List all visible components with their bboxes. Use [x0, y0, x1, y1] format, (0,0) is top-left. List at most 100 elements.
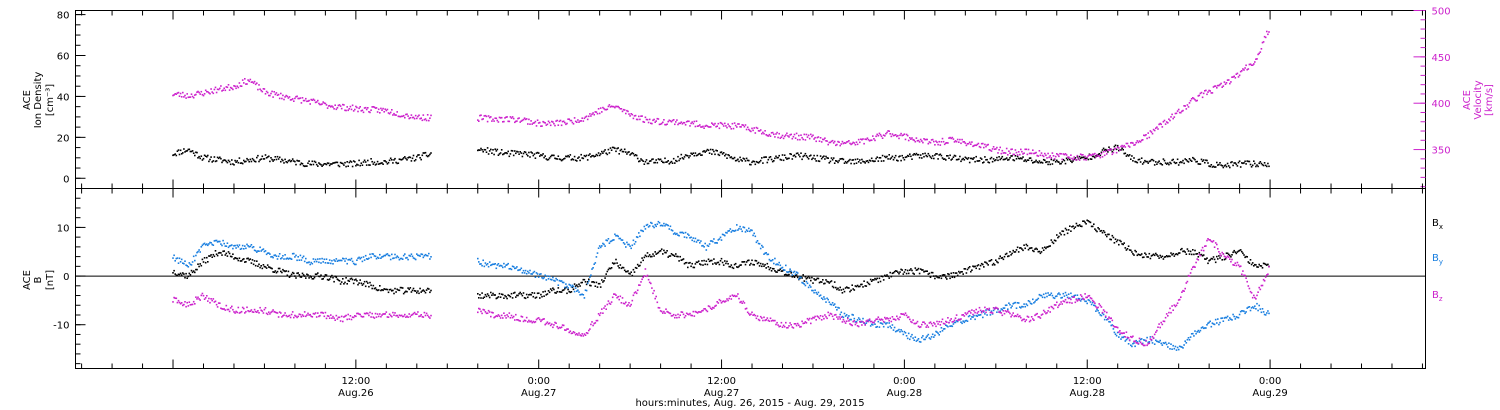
bz-point — [388, 313, 391, 315]
velocity-point — [204, 89, 207, 92]
velocity-point — [338, 104, 341, 106]
density-point — [1085, 157, 1087, 159]
velocity-point — [1209, 90, 1211, 92]
bx-point — [408, 288, 410, 291]
density-point — [937, 158, 939, 160]
bx-point — [176, 274, 179, 277]
bx-point — [349, 278, 352, 280]
bz-point — [632, 294, 635, 297]
bx-point — [551, 289, 553, 292]
by-point — [1261, 308, 1264, 310]
bz-point — [336, 318, 339, 320]
velocity-point — [683, 122, 686, 124]
by-point — [217, 240, 220, 243]
velocity-point — [410, 114, 413, 116]
density-point — [1190, 160, 1193, 162]
bz-point — [195, 296, 197, 298]
bz-point — [992, 307, 995, 309]
by-point — [1000, 308, 1003, 310]
velocity-point — [1040, 152, 1043, 154]
density-point — [1033, 161, 1035, 164]
density-point — [924, 152, 926, 155]
velocity-point — [547, 120, 550, 123]
velocity-point — [1171, 113, 1173, 116]
bz-point — [298, 313, 301, 315]
by-point — [546, 275, 549, 277]
by-point — [963, 321, 966, 324]
density-point — [1107, 151, 1109, 153]
bx-point — [919, 268, 922, 270]
velocity-point — [261, 90, 264, 93]
bz-point — [939, 324, 942, 326]
density-point — [826, 157, 828, 159]
bx-point — [982, 263, 984, 266]
bx-point — [1160, 256, 1162, 259]
by-point — [717, 239, 720, 241]
velocity-point — [739, 126, 741, 128]
by-point — [930, 336, 933, 338]
bx-point — [729, 266, 732, 268]
velocity-point — [208, 92, 210, 94]
density-point — [1026, 159, 1029, 161]
density-point — [352, 160, 355, 162]
density-point — [207, 154, 209, 157]
velocity-point — [1026, 153, 1029, 156]
bx-point — [808, 277, 811, 279]
by-point — [1041, 296, 1044, 299]
density-point — [1183, 162, 1185, 165]
bz-point — [927, 326, 930, 328]
density-point — [305, 165, 307, 167]
bz-point — [654, 297, 656, 300]
velocity-point — [546, 123, 549, 126]
by-point — [641, 229, 643, 232]
bz-point — [214, 300, 217, 303]
by-point — [605, 239, 607, 241]
bz-point — [651, 287, 653, 289]
bx-point — [1097, 227, 1099, 229]
bz-point — [719, 299, 722, 302]
velocity-point — [345, 109, 347, 112]
by-point — [1170, 343, 1172, 345]
bx-point — [524, 297, 527, 300]
velocity-point — [356, 106, 358, 109]
velocity-point — [810, 133, 812, 136]
bx-point — [734, 262, 737, 265]
velocity-point — [565, 123, 567, 126]
by-point — [912, 337, 914, 339]
bz-point — [345, 314, 347, 317]
bz-point — [940, 321, 943, 323]
bx-point — [423, 290, 426, 292]
density-point — [1206, 159, 1208, 162]
bx-point — [1242, 252, 1244, 255]
by-point — [757, 242, 760, 245]
by-point — [596, 252, 599, 254]
bx-point — [635, 267, 638, 269]
velocity-point — [750, 130, 752, 133]
density-point — [252, 159, 255, 161]
velocity-point — [665, 124, 667, 126]
bx-point — [979, 264, 982, 267]
velocity-point — [515, 120, 517, 123]
bz-point — [879, 319, 882, 321]
velocity-point — [852, 141, 854, 144]
bx-point — [791, 276, 794, 278]
by-point — [1184, 340, 1186, 342]
velocity-point — [965, 144, 968, 147]
density-point — [361, 164, 364, 166]
by-point — [343, 258, 345, 260]
density-point — [1217, 164, 1219, 166]
velocity-point — [1268, 31, 1270, 33]
bz-point — [365, 312, 368, 314]
by-point — [224, 245, 227, 247]
by-point — [909, 338, 911, 341]
bz-point — [251, 311, 254, 313]
bx-point — [1032, 249, 1034, 252]
velocity-point — [615, 105, 617, 108]
velocity-point — [206, 90, 208, 93]
bz-point — [1131, 336, 1133, 339]
by-point — [891, 324, 894, 326]
velocity-point — [962, 141, 964, 143]
bz-point — [852, 320, 854, 323]
density-point — [556, 158, 558, 160]
by-point — [556, 279, 558, 281]
